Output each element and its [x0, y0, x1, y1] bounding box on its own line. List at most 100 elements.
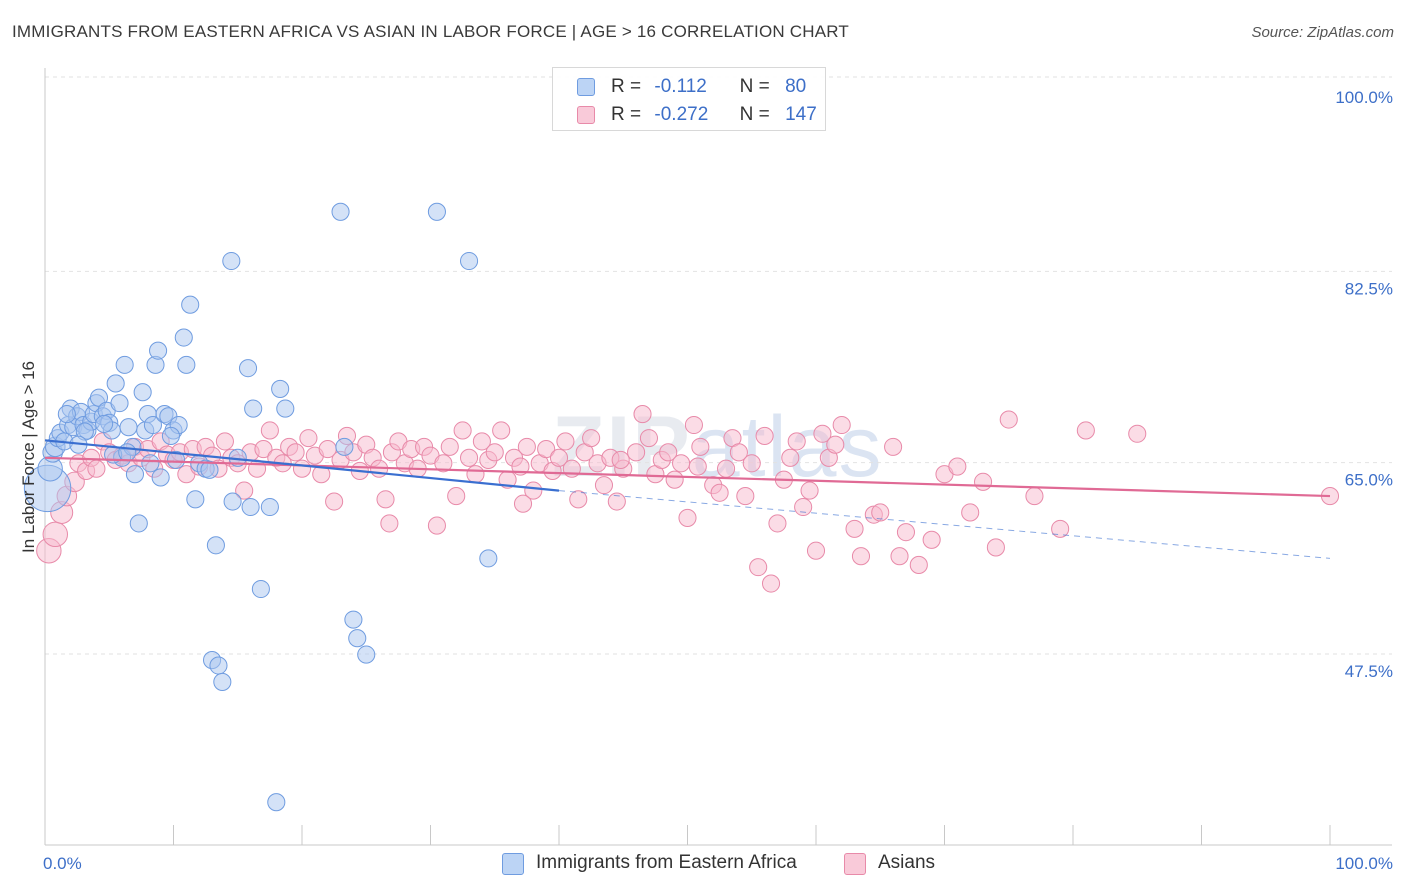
point-asians: [472, 432, 491, 451]
point-eastern-africa: [133, 383, 152, 402]
point-asians: [826, 435, 845, 454]
point-eastern-africa: [335, 437, 354, 456]
point-asians: [556, 432, 575, 451]
point-asians: [611, 450, 630, 470]
source-label: Source: ZipAtlas.com: [1251, 24, 1394, 41]
point-asians: [781, 448, 800, 467]
point-eastern-africa: [238, 359, 258, 378]
point-eastern-africa: [427, 202, 446, 221]
legend-n-label: N =: [739, 76, 770, 97]
point-eastern-africa: [251, 579, 270, 599]
point-asians: [594, 476, 614, 495]
point-asians: [890, 547, 909, 566]
point-eastern-africa: [141, 454, 160, 473]
point-eastern-africa: [206, 536, 225, 555]
legend-swatch-blue: [577, 78, 595, 96]
legend-r-value: -0.272: [654, 104, 709, 125]
point-eastern-africa: [241, 497, 260, 517]
point-eastern-africa: [331, 202, 350, 221]
point-asians: [447, 487, 466, 506]
point-asians: [800, 481, 819, 500]
point-asians: [380, 514, 399, 533]
y-tick-label: 65.0%: [1345, 471, 1393, 490]
point-asians: [742, 454, 761, 473]
point-asians: [806, 541, 826, 560]
point-asians: [684, 415, 703, 435]
point-asians: [254, 440, 273, 459]
x-tick-label-max: 100.0%: [1335, 854, 1393, 873]
point-asians: [1128, 424, 1147, 443]
point-asians: [633, 405, 652, 424]
point-eastern-africa: [167, 450, 186, 470]
point-asians: [376, 490, 395, 509]
point-eastern-africa: [149, 341, 168, 360]
correlation-legend: R = -0.112 N = 80 R = -0.272 N = 147: [552, 67, 826, 131]
point-eastern-africa: [223, 492, 242, 511]
point-asians: [787, 432, 806, 451]
point-asians: [549, 448, 569, 467]
point-asians: [851, 547, 871, 566]
point-asians: [871, 503, 890, 522]
bottom-legend-label: Asians: [878, 852, 936, 873]
legend-swatch-pink: [577, 106, 595, 124]
legend-n-value: 147: [785, 104, 817, 125]
point-asians: [260, 421, 279, 440]
point-asians: [434, 454, 453, 473]
point-asians: [537, 440, 556, 459]
point-asians: [1051, 519, 1070, 538]
point-asians: [896, 523, 916, 542]
point-eastern-africa: [213, 672, 232, 691]
point-eastern-africa: [125, 465, 144, 484]
series-eastern-africa: [23, 202, 498, 812]
point-eastern-africa: [161, 426, 180, 445]
y-tick-label: 47.5%: [1345, 662, 1393, 681]
point-asians: [513, 494, 533, 513]
legend-r-label: R =: [611, 76, 642, 97]
point-asians: [961, 503, 980, 522]
point-asians: [717, 459, 736, 478]
point-asians: [755, 426, 774, 445]
point-asians: [607, 492, 626, 511]
point-eastern-africa: [174, 328, 193, 347]
point-asians: [639, 429, 659, 448]
point-asians: [659, 443, 678, 462]
point-asians: [627, 443, 646, 462]
point-asians: [691, 437, 710, 456]
point-eastern-africa: [115, 355, 134, 374]
point-asians: [794, 497, 813, 517]
point-asians: [485, 443, 504, 462]
legend-n-label: N =: [739, 104, 770, 125]
legend-r-label: R =: [611, 104, 642, 125]
y-tick-label: 100.0%: [1335, 88, 1393, 107]
point-asians: [688, 457, 707, 476]
point-asians: [582, 429, 601, 448]
point-asians: [569, 490, 588, 509]
bottom-legend-swatch-blue: [502, 853, 524, 875]
point-asians: [492, 421, 511, 440]
point-asians: [909, 555, 928, 574]
x-tick-label-min: 0.0%: [43, 854, 82, 873]
point-asians: [292, 459, 312, 478]
point-asians: [325, 492, 344, 511]
point-asians: [247, 459, 267, 478]
point-eastern-africa: [200, 460, 219, 479]
point-asians: [761, 574, 781, 593]
trend-line-eastern-africa-extension: [558, 490, 1331, 559]
point-eastern-africa: [348, 629, 367, 648]
y-axis-title: In Labor Force | Age > 16: [19, 361, 38, 553]
point-eastern-africa: [177, 355, 196, 374]
point-eastern-africa: [119, 418, 138, 437]
point-asians: [884, 437, 903, 456]
point-asians: [665, 470, 684, 489]
point-asians: [1076, 421, 1095, 440]
point-eastern-africa: [151, 468, 170, 487]
point-asians: [729, 443, 748, 462]
point-asians: [678, 508, 697, 527]
point-asians: [286, 443, 305, 462]
point-asians: [974, 472, 993, 491]
point-asians: [440, 437, 459, 456]
trend-line-eastern-africa: [44, 439, 560, 492]
point-eastern-africa: [222, 251, 241, 271]
trend-line-asians: [44, 456, 1331, 498]
